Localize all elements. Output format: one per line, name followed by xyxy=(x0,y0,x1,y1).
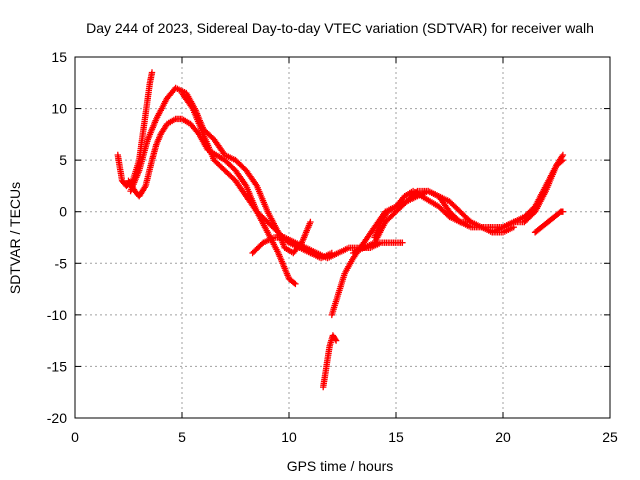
y-tick-label: 10 xyxy=(51,101,67,117)
data-series xyxy=(320,332,340,391)
data-series xyxy=(125,115,299,288)
y-tick-label: 0 xyxy=(59,204,67,220)
tick-marks xyxy=(74,56,611,419)
x-tick-label: 20 xyxy=(495,429,511,445)
data-series xyxy=(489,156,567,236)
y-tick-label: -20 xyxy=(47,410,67,426)
y-tick-labels: -20 -15 -10 -5 0 5 10 15 xyxy=(47,49,67,426)
data-points xyxy=(114,69,567,391)
data-point-markers xyxy=(127,84,314,257)
x-axis-label: GPS time / hours xyxy=(287,458,394,474)
y-tick-label: -15 xyxy=(47,358,67,374)
data-series xyxy=(178,89,335,262)
data-point-markers xyxy=(178,89,335,262)
y-tick-label: 15 xyxy=(51,49,67,65)
y-tick-label: -10 xyxy=(47,307,67,323)
chart-title: Day 244 of 2023, Sidereal Day-to-day VTE… xyxy=(86,20,594,36)
data-series xyxy=(249,234,406,262)
y-tick-label: 5 xyxy=(59,152,67,168)
data-series xyxy=(127,84,314,257)
y-tick-label: -5 xyxy=(55,255,68,271)
x-tick-labels: 0 5 10 15 20 25 xyxy=(71,429,618,445)
plot-frame xyxy=(74,56,611,419)
x-tick-label: 15 xyxy=(388,429,404,445)
data-point-markers xyxy=(320,332,340,391)
y-axis-label: SDTVAR / TECUs xyxy=(7,182,23,294)
x-tick-label: 10 xyxy=(281,429,297,445)
x-tick-label: 25 xyxy=(602,429,618,445)
data-point-markers xyxy=(489,156,567,236)
data-point-markers xyxy=(531,208,567,236)
data-point-markers xyxy=(249,234,406,262)
x-tick-label: 5 xyxy=(178,429,186,445)
x-tick-label: 0 xyxy=(71,429,79,445)
data-point-markers xyxy=(125,115,299,288)
grid-lines xyxy=(75,57,610,418)
data-series xyxy=(531,208,567,236)
